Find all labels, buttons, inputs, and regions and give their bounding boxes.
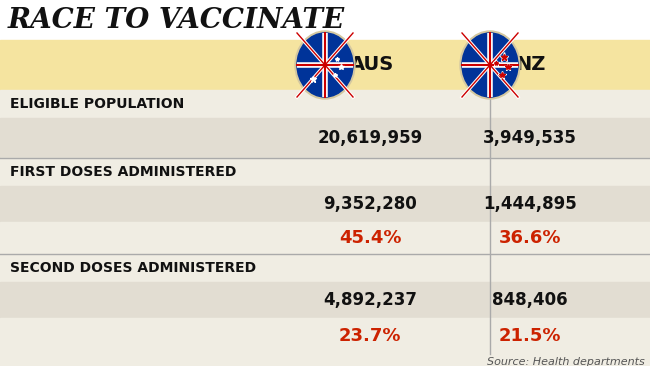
- Ellipse shape: [297, 33, 353, 97]
- Bar: [0, 222, 650, 254]
- Text: RACE TO VACCINATE: RACE TO VACCINATE: [8, 7, 345, 34]
- Bar: [0, 158, 650, 186]
- Text: 3,949,535: 3,949,535: [483, 129, 577, 147]
- Text: AUS: AUS: [350, 56, 395, 75]
- Bar: [0, 318, 650, 354]
- Text: SECOND DOSES ADMINISTERED: SECOND DOSES ADMINISTERED: [10, 261, 256, 275]
- Bar: [0, 90, 650, 118]
- Text: 848,406: 848,406: [492, 291, 568, 309]
- Text: 20,619,959: 20,619,959: [317, 129, 422, 147]
- Text: 21.5%: 21.5%: [499, 327, 561, 345]
- Text: 1,444,895: 1,444,895: [483, 195, 577, 213]
- Ellipse shape: [295, 31, 355, 99]
- Text: ELIGIBLE POPULATION: ELIGIBLE POPULATION: [10, 97, 184, 111]
- Text: FIRST DOSES ADMINISTERED: FIRST DOSES ADMINISTERED: [10, 165, 237, 179]
- Ellipse shape: [462, 33, 518, 97]
- Bar: [0, 282, 650, 318]
- Text: 4,892,237: 4,892,237: [323, 291, 417, 309]
- Text: 45.4%: 45.4%: [339, 229, 401, 247]
- Bar: [0, 0, 650, 40]
- Text: 23.7%: 23.7%: [339, 327, 401, 345]
- Text: 9,352,280: 9,352,280: [323, 195, 417, 213]
- Bar: [0, 118, 650, 158]
- Text: NZ: NZ: [515, 56, 545, 75]
- Bar: [0, 186, 650, 222]
- Bar: [0, 354, 650, 366]
- Bar: [0, 254, 650, 282]
- Bar: [0, 40, 650, 90]
- Text: Source: Health departments: Source: Health departments: [488, 357, 645, 366]
- Ellipse shape: [460, 31, 520, 99]
- Text: 36.6%: 36.6%: [499, 229, 561, 247]
